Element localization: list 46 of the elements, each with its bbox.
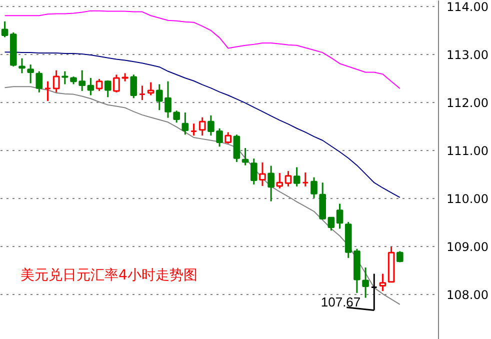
candlestick [87,77,94,96]
candlestick [379,273,386,292]
line-series [4,52,400,198]
candlestick [44,80,52,102]
y-tick-label: 108.00 [446,288,488,302]
candlestick [173,110,180,124]
candlestick [336,202,344,230]
y-tick-label: 111.00 [446,144,488,158]
candlestick [284,170,292,188]
line-series [4,10,400,90]
candlestick [250,158,258,186]
candlestick [27,64,34,84]
candlestick [190,122,198,136]
candlestick [52,70,60,94]
y-tick-label: 112.00 [446,96,488,110]
candlestick [138,84,146,101]
candlestick [96,78,103,92]
y-tick-label: 109.00 [446,240,488,254]
candlestick [268,165,274,202]
y-tick-label: 113.00 [446,48,488,62]
candlestick [328,216,335,232]
y-tick-label: 110.00 [446,192,488,206]
candlestick [242,147,249,166]
candlestick [62,70,68,85]
y-tick-label: 114.00 [446,0,488,14]
candlestick [198,116,206,136]
candlestick [362,266,369,299]
candlestick [276,172,284,190]
text: 美元兑日元汇率4小时走势图 [20,268,198,284]
candlestick [182,112,189,136]
candlestick [36,70,43,94]
candlestick [113,74,120,94]
candlestick [319,182,326,220]
candlestick [130,74,138,99]
candlestick [147,82,154,96]
annotation: 107.67 [320,294,361,310]
candlestick [78,70,86,92]
candlestick [310,176,318,199]
candlestick [104,80,112,98]
candlestick [18,58,26,74]
candlestick [302,172,309,188]
candlestick [233,134,240,163]
candlestick [224,131,232,144]
candlestick [293,166,300,188]
candlestick [1,20,8,38]
candlestick [259,162,266,187]
